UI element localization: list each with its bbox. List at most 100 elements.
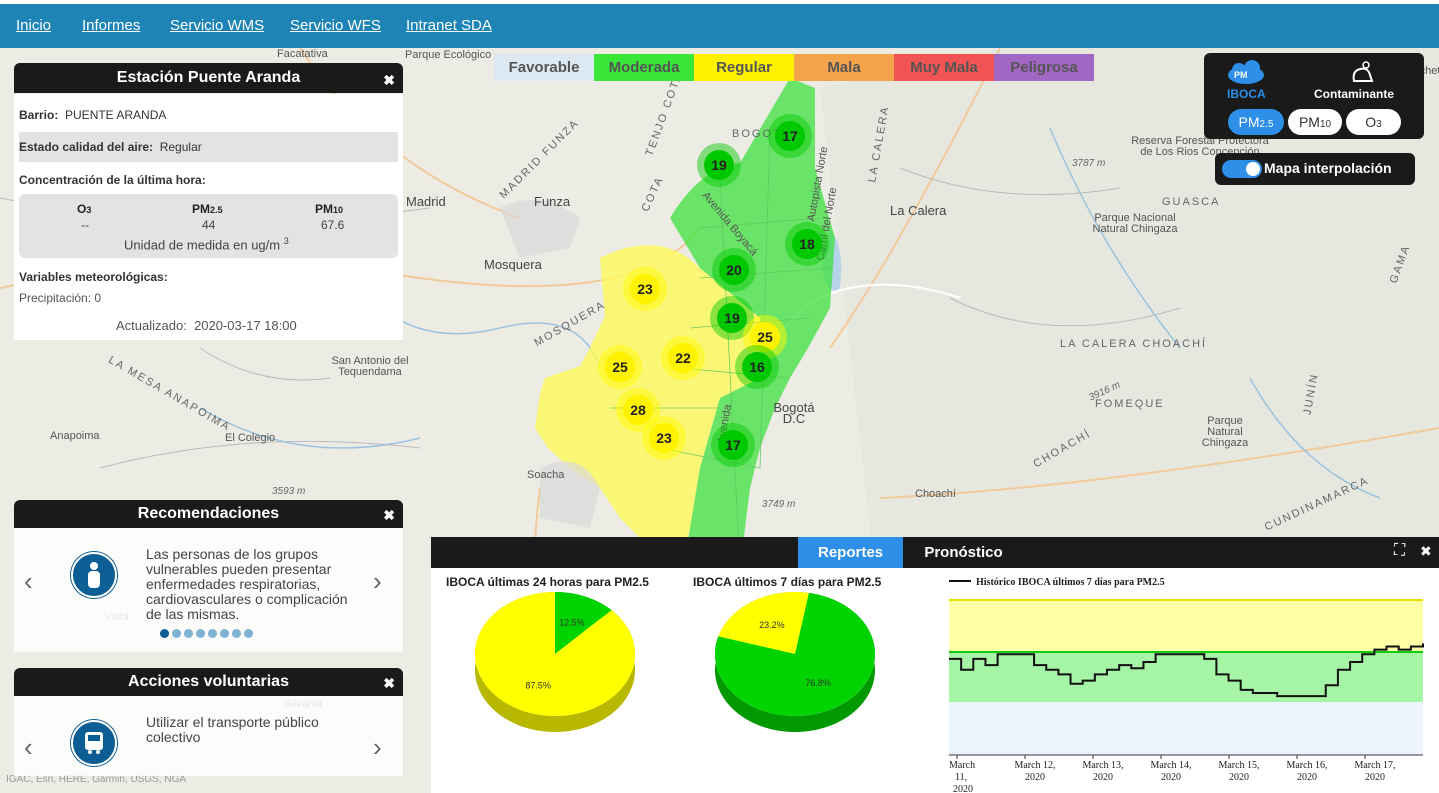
carousel-dot[interactable] (184, 629, 193, 638)
pill-o3[interactable]: O3 (1346, 109, 1401, 135)
pie-slice-label: 23.2% (759, 620, 785, 630)
mode-iboca-label[interactable]: IBOCA (1227, 87, 1266, 101)
map-label: BOGOTÁ (732, 128, 792, 140)
pollutant-control: PM IBOCA Contaminante PM2.5 PM10 O3 (1204, 53, 1424, 139)
close-icon[interactable]: ✖ (383, 675, 395, 691)
pill-pm10[interactable]: PM10 (1288, 109, 1342, 135)
nav-inicio[interactable]: Inicio (16, 17, 52, 34)
tab-reportes[interactable]: Reportes (798, 537, 903, 568)
map-label: Reserva Forestal Protectora de Los Rios … (1131, 135, 1269, 158)
bus-icon (71, 720, 117, 766)
prev-arrow-icon[interactable]: ‹ (24, 566, 33, 596)
close-icon[interactable]: ✖ (383, 72, 395, 88)
tab-pronostico[interactable]: Pronóstico (924, 544, 1003, 561)
interpolation-switch[interactable] (1222, 160, 1262, 178)
recommendation-text: Las personas de los grupos vulnerables p… (146, 546, 348, 622)
x-tick-label: March 13, 2020 (1082, 760, 1123, 783)
nav-informes[interactable]: Informes (82, 17, 141, 34)
map-label: Madrid (406, 194, 446, 209)
station-marker[interactable]: 18 (785, 222, 829, 266)
expand-icon[interactable]: ⛶ (1394, 542, 1406, 559)
map-label: Facatativa (277, 48, 328, 60)
pie-slice-label: 87.5% (525, 681, 551, 691)
close-icon[interactable]: ✖ (1420, 543, 1432, 559)
nav-servicio-wfs[interactable]: Servicio WFS (290, 17, 381, 34)
station-marker[interactable]: 23 (623, 267, 667, 311)
map-attribution: IGAC, Esri, HERE, Garmin, USGS, NGA (6, 774, 187, 785)
pie-chart-7d: 23.2% 76.8% (715, 592, 875, 732)
map-label: El Colegio (225, 432, 276, 444)
station-marker-value: 17 (718, 430, 748, 460)
station-marker[interactable]: 25 (598, 345, 642, 389)
carousel-dot[interactable] (172, 629, 181, 638)
actions-title: Acciones voluntarias (128, 673, 289, 690)
nav-intranet-sda[interactable]: Intranet SDA (406, 17, 492, 34)
pie-slice-label: 76.8% (805, 678, 831, 688)
carousel-dot[interactable] (220, 629, 229, 638)
iboca-cloud-icon[interactable]: PM (1224, 59, 1270, 85)
pie-slice[interactable] (475, 592, 635, 716)
station-marker-value: 23 (649, 423, 679, 453)
actions-header: Acciones voluntarias ✖ (14, 668, 403, 696)
estado-value: Regular (159, 140, 202, 154)
station-panel-header: Estación Puente Aranda ✖ (14, 63, 403, 93)
map-label: GUASCA (1162, 196, 1221, 208)
map-label: Parque Nacional Natural Chingaza (1092, 212, 1178, 235)
carousel-dot[interactable] (232, 629, 241, 638)
interpolation-toggle[interactable]: Mapa interpolación (1215, 153, 1415, 185)
mode-pollutant-label[interactable]: Contaminante (1314, 87, 1395, 101)
map-label: Choachí (915, 488, 956, 500)
unit-label: Unidad de medida en ug/m 3 (124, 236, 289, 253)
precipitation: Precipitación: 0 (19, 291, 102, 305)
carousel-dot[interactable] (160, 629, 169, 638)
station-marker[interactable]: 22 (661, 336, 705, 380)
station-marker[interactable]: 23 (642, 416, 686, 460)
station-marker-value: 23 (630, 274, 660, 304)
station-panel: Barrio: PUENTE ARANDA Estado calidad del… (14, 94, 403, 340)
pollutant-mask-icon[interactable] (1348, 59, 1376, 85)
pie-slice[interactable] (555, 592, 612, 654)
station-marker[interactable]: 25 (743, 315, 787, 359)
carousel-dot[interactable] (208, 629, 217, 638)
pie1-title: IBOCA últimas 24 horas para PM2.5 (446, 575, 649, 589)
x-tick-label: March 15, 2020 (1218, 760, 1259, 783)
pill-pm25[interactable]: PM2.5 (1228, 109, 1284, 135)
station-marker-value: 18 (792, 229, 822, 259)
nav-servicio-wms[interactable]: Servicio WMS (170, 17, 265, 34)
close-icon[interactable]: ✖ (383, 507, 395, 523)
line-chart-title: Histórico IBOCA últimos 7 días para PM2.… (976, 577, 1165, 588)
x-tick-label: March 11, 2020 (949, 760, 975, 793)
map-label: Parque Ecológico (405, 49, 492, 61)
pie-slice[interactable] (718, 592, 809, 654)
next-arrow-icon[interactable]: › (373, 732, 382, 762)
pie-slice[interactable] (715, 592, 875, 716)
station-marker[interactable]: 16 (735, 345, 779, 389)
report-panel: Reportes Pronóstico ⛶ ✖ IBOCA últimas 24… (431, 537, 1439, 793)
station-marker[interactable]: 19 (697, 143, 741, 187)
carousel-dots (160, 629, 253, 639)
pie-slice-label: 12.5% (559, 617, 585, 627)
station-marker[interactable]: 17 (768, 114, 812, 158)
pie-chart-24h: 12.5% 87.5% (475, 592, 635, 732)
station-marker[interactable]: 20 (712, 248, 756, 292)
value-pm25: 44 (202, 218, 216, 232)
station-marker-value: 25 (750, 322, 780, 352)
legend-mala: Mala (794, 54, 894, 81)
station-marker[interactable]: 17 (711, 423, 755, 467)
map-label: 3787 m (1072, 158, 1106, 169)
map-label: FOMEQUE (1095, 398, 1165, 410)
next-arrow-icon[interactable]: › (373, 566, 382, 596)
actions-body: ‹ Utilizar el transporte público colecti… (14, 696, 403, 776)
line-series[interactable] (949, 643, 1424, 698)
legend-regular: Regular (694, 54, 794, 81)
map-label: Bogotá D.C (773, 400, 815, 426)
carousel-dot[interactable] (196, 629, 205, 638)
carousel-dot[interactable] (244, 629, 253, 638)
map-label: 3593 m (272, 486, 306, 497)
station-marker-value: 17 (775, 121, 805, 151)
station-marker-value: 22 (668, 343, 698, 373)
estado-row: Estado calidad del aire: Regular (19, 132, 398, 162)
recommendations-header: Recomendaciones ✖ (14, 500, 403, 528)
prev-arrow-icon[interactable]: ‹ (24, 732, 33, 762)
map-label: 3749 m (762, 499, 796, 510)
